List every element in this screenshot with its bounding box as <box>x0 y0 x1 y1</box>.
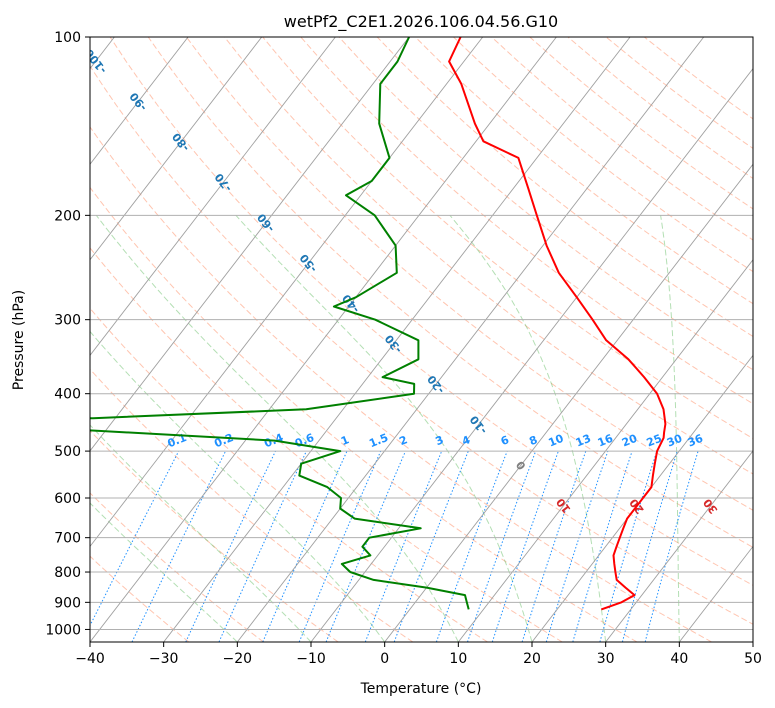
mixing-ratio-line <box>90 450 180 627</box>
y-tick-label: 200 <box>54 208 81 224</box>
series-line-temperature <box>448 37 667 611</box>
isotherm-line <box>236 37 705 642</box>
mixing-ratio-line <box>218 450 307 642</box>
x-tick-label: −10 <box>296 651 326 667</box>
mixing-ratio-label: 13 <box>574 432 593 450</box>
mixing-ratio-label: 1 <box>339 433 351 448</box>
isotherm-line <box>90 37 189 165</box>
chart-title: wetPf2_C2E1.2026.106.04.56.G10 <box>284 12 558 32</box>
x-tick-label: 30 <box>597 651 615 667</box>
x-tick-label: 10 <box>449 651 467 667</box>
y-tick-label: 500 <box>54 444 81 460</box>
dry-adiabat <box>90 186 638 642</box>
mixing-ratio-label: 3 <box>434 433 446 448</box>
y-axis-label: Pressure (hPa) <box>11 290 27 390</box>
mixing-ratio-line <box>572 450 633 642</box>
y-tick-label: 700 <box>54 531 81 547</box>
isotherm-line <box>310 67 753 642</box>
dry-adiabat <box>262 37 753 440</box>
isotherm-line <box>457 259 753 642</box>
x-tick-label: 20 <box>523 651 541 667</box>
mixing-ratio-line <box>621 450 678 642</box>
x-tick-label: −30 <box>149 651 179 667</box>
y-tick-label: 300 <box>54 313 81 329</box>
mixing-ratio-line <box>545 450 609 642</box>
mixing-ratio-label: 10 <box>546 432 565 450</box>
isotherm-line <box>605 450 753 642</box>
x-axis: −40 −30 −20 −10 0 10 20 30 40 50 <box>75 642 762 667</box>
mixing-ratio-line <box>491 450 559 642</box>
moist-adiabat <box>660 215 680 642</box>
mixing-ratio-line <box>599 450 658 642</box>
y-tick-label: 1000 <box>45 622 81 638</box>
isotherm-line <box>384 163 753 642</box>
mixing-ratio-label: 36 <box>686 432 705 450</box>
dry-adiabat <box>90 247 563 642</box>
mixing-ratio-line <box>435 450 508 642</box>
mixing-ratio-label: 20 <box>620 432 639 450</box>
dry-adiabat <box>90 429 339 642</box>
moist-adiabat <box>90 330 386 642</box>
sounding-lines <box>90 37 667 611</box>
mixing-ratio-line <box>467 450 537 642</box>
dry-adiabat <box>90 492 264 642</box>
y-axis: 100 200 300 400 500 600 700 800 900 1000 <box>45 30 90 638</box>
isotherm-line <box>90 37 336 357</box>
mixing-ratio-line <box>325 450 406 642</box>
mixing-ratio-line <box>185 450 276 642</box>
plot-frame <box>89 36 754 643</box>
y-tick-label: 400 <box>54 387 81 403</box>
dry-adiabat <box>90 65 753 625</box>
y-tick-label: 800 <box>54 565 81 581</box>
y-tick-label: 900 <box>54 595 81 611</box>
moist-adiabat <box>235 214 533 642</box>
y-tick-label: 600 <box>54 491 81 507</box>
mixing-ratio-line <box>262 450 348 642</box>
isotherm-line <box>90 37 263 261</box>
plot-area <box>90 37 753 642</box>
mixing-ratio-line <box>364 450 443 642</box>
isotherm-line <box>90 37 484 548</box>
mixing-ratio-line <box>298 450 382 642</box>
dry-adiabat <box>90 555 190 642</box>
mixing-ratio-label: 16 <box>596 432 615 450</box>
x-axis-label: Temperature (°C) <box>360 681 482 697</box>
dry-adiabat <box>90 307 488 642</box>
moist-adiabat <box>449 214 607 642</box>
dry-adiabat <box>376 37 753 338</box>
isotherm-line <box>163 37 631 642</box>
dry-adiabat <box>185 37 753 511</box>
dry-adiabat <box>90 126 712 642</box>
x-tick-label: 40 <box>670 651 688 667</box>
background-lines <box>90 37 753 642</box>
moist-adiabat <box>90 502 238 642</box>
isotherm-line <box>90 37 557 642</box>
x-tick-label: −40 <box>75 651 105 667</box>
isotherm-line <box>531 354 753 642</box>
series-line-dewpoint <box>90 37 470 610</box>
x-tick-label: −20 <box>223 651 253 667</box>
x-tick-label: 0 <box>380 651 389 667</box>
dry-adiabat <box>300 37 753 405</box>
x-tick-label: 50 <box>744 651 762 667</box>
isotherm-line <box>90 37 410 452</box>
mixing-ratio-label: 25 <box>645 432 664 450</box>
moist-adiabat <box>90 424 312 642</box>
mixing-ratio-line <box>521 450 587 642</box>
mixing-ratio-label: 8 <box>527 433 539 448</box>
mixing-ratio-label: 2 <box>397 433 409 448</box>
moist-adiabat <box>95 214 459 642</box>
mixing-ratio-label: 30 <box>665 432 684 450</box>
y-tick-label: 100 <box>54 30 81 46</box>
